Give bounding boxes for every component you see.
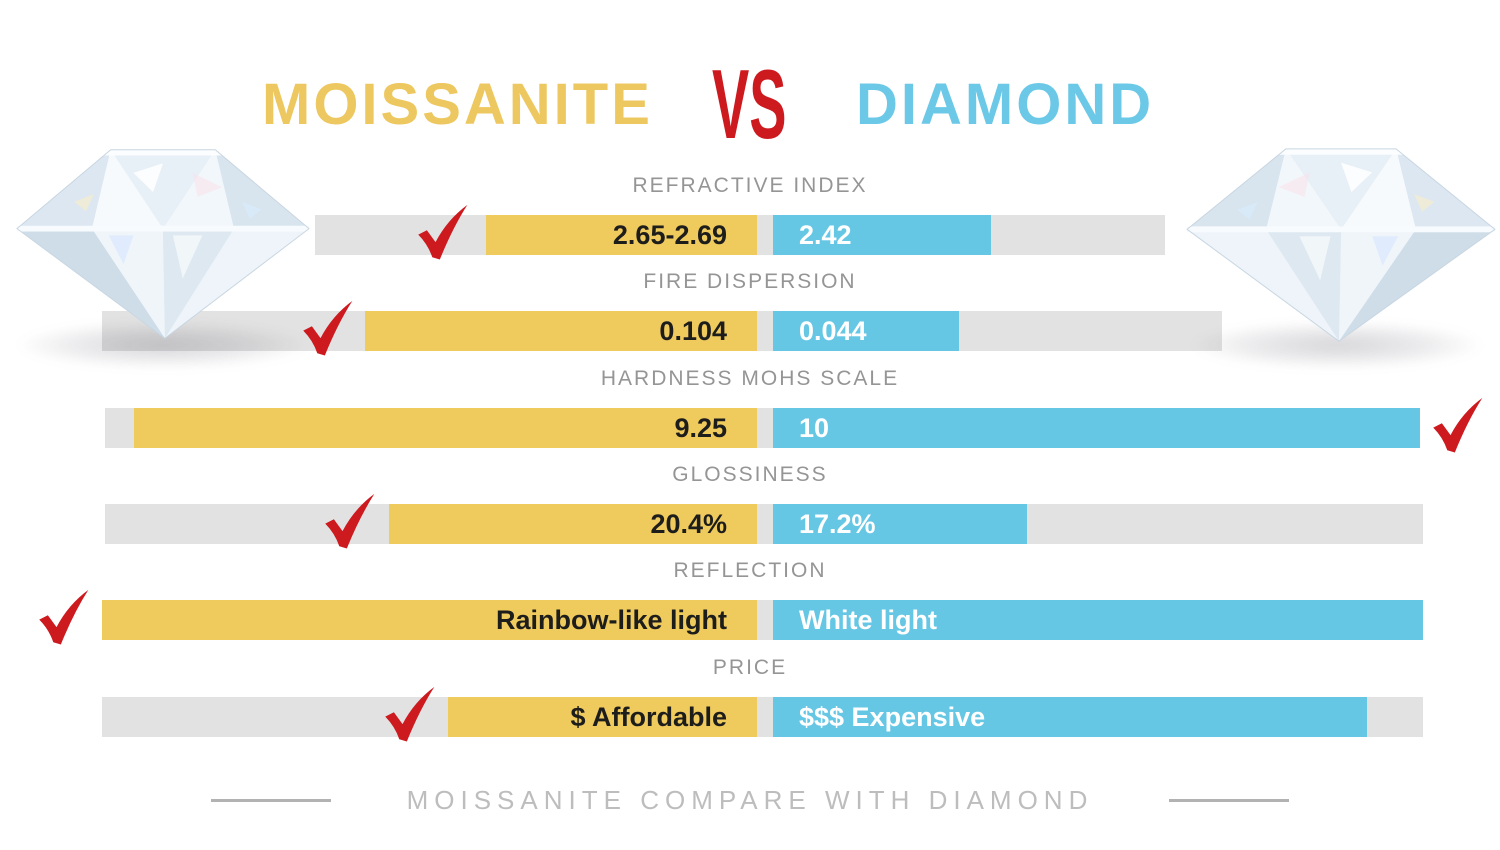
row-label: PRICE xyxy=(712,656,788,679)
diamond-bar: $$$ Expensive xyxy=(773,697,1367,737)
moissanite-value: 2.65-2.69 xyxy=(612,219,727,250)
diamond-value: White light xyxy=(799,604,937,635)
row-label: GLOSSINESS xyxy=(672,463,828,486)
title-vs: VS xyxy=(712,49,787,159)
title-diamond: DIAMOND xyxy=(856,72,1155,137)
moissanite-value: $ Affordable xyxy=(570,701,727,732)
checkmark-icon xyxy=(39,589,89,645)
moissanite-bar: $ Affordable xyxy=(448,697,757,737)
moissanite-bar: 0.104 xyxy=(365,311,757,351)
row-hardness-mohs-scale: HARDNESS MOHS SCALE 9.25 10 xyxy=(0,367,1500,453)
diamond-value: $$$ Expensive xyxy=(799,701,986,732)
title-moissanite: MOISSANITE xyxy=(262,72,653,137)
moissanite-value: 0.104 xyxy=(659,315,727,346)
moissanite-bar: 20.4% xyxy=(389,504,757,544)
footer: MOISSANITE COMPARE WITH DIAMOND xyxy=(0,778,1500,822)
diamond-bar: 10 xyxy=(773,408,1420,448)
moissanite-bar: 2.65-2.69 xyxy=(486,215,757,255)
checkmark-icon xyxy=(418,204,468,260)
moissanite-value: Rainbow-like light xyxy=(495,604,727,635)
moissanite-value: 9.25 xyxy=(674,412,727,443)
checkmark-icon xyxy=(385,686,435,742)
footer-caption: MOISSANITE COMPARE WITH DIAMOND xyxy=(406,784,1094,815)
row-glossiness: GLOSSINESS 20.4% 17.2% xyxy=(0,463,1500,549)
diamond-value: 10 xyxy=(799,412,830,443)
diamond-image-left xyxy=(16,149,310,339)
diamond-image-right xyxy=(1186,148,1496,342)
row-reflection: REFLECTION Rainbow-like light White ligh… xyxy=(0,559,1500,645)
diamond-bar: 0.044 xyxy=(773,311,959,351)
row-label: REFLECTION xyxy=(673,559,827,582)
moissanite-bar: 9.25 xyxy=(134,408,757,448)
footer-line-left xyxy=(210,798,331,802)
diamond-bar: 2.42 xyxy=(773,215,991,255)
moissanite-value: 20.4% xyxy=(650,508,727,539)
diamond-value: 2.42 xyxy=(799,219,852,250)
diamond-value: 0.044 xyxy=(799,315,867,346)
row-label: FIRE DISPERSION xyxy=(643,270,857,293)
row-label: REFRACTIVE INDEX xyxy=(632,174,868,197)
moissanite-bar: Rainbow-like light xyxy=(102,600,757,640)
footer-line-right xyxy=(1169,798,1290,802)
row-fire-dispersion: FIRE DISPERSION 0.104 0.044 xyxy=(0,270,1500,356)
checkmark-icon xyxy=(303,300,353,356)
bar-track xyxy=(105,504,1423,544)
diamond-bar: White light xyxy=(773,600,1423,640)
checkmark-icon xyxy=(325,493,375,549)
row-refractive-index: REFRACTIVE INDEX 2.65-2.69 2.42 xyxy=(0,174,1500,260)
checkmark-icon xyxy=(1433,397,1483,453)
row-price: PRICE $ Affordable $$$ Expensive xyxy=(0,656,1500,742)
diamond-value: 17.2% xyxy=(799,508,876,539)
diamond-bar: 17.2% xyxy=(773,504,1027,544)
row-label: HARDNESS MOHS SCALE xyxy=(600,367,900,390)
